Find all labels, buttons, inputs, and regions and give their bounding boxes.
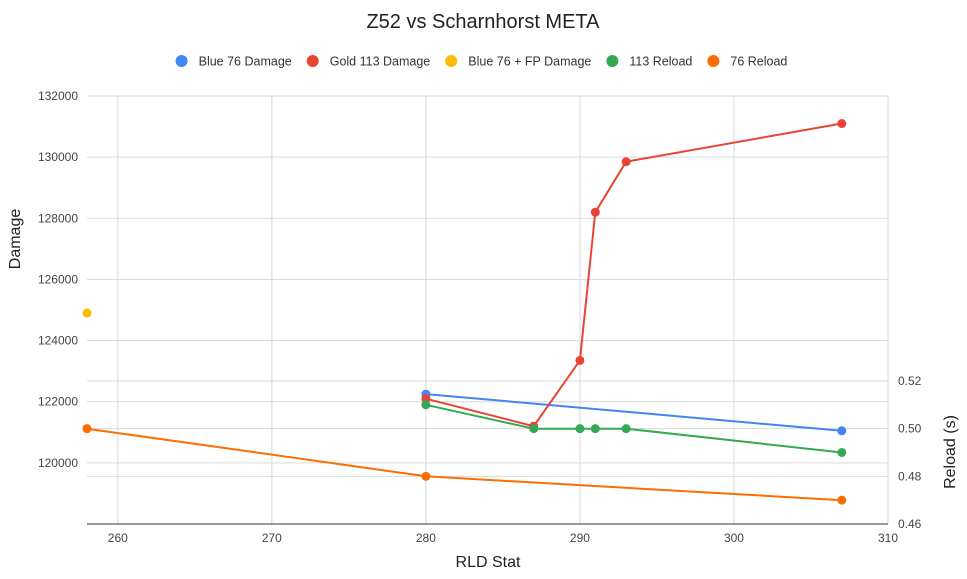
legend-marker-icon — [175, 55, 188, 67]
chart-title: Z52 vs Scharnhorst META — [366, 11, 600, 33]
y-tick-label-right: 0.52 — [898, 374, 922, 388]
data-point[interactable] — [575, 424, 585, 434]
series-line — [425, 403, 842, 454]
legend-label: Gold 113 Damage — [330, 55, 431, 69]
legend-item[interactable]: Gold 113 Damage — [306, 55, 431, 69]
series-113-reload — [421, 400, 847, 457]
legend-label: Blue 76 Damage — [199, 55, 292, 69]
legend-label: 113 Reload — [629, 55, 692, 69]
x-axis-title: RLD Stat — [456, 554, 521, 571]
x-tick-label: 300 — [724, 531, 744, 545]
legend-marker-icon — [445, 55, 458, 67]
legend-item[interactable]: 76 Reload — [707, 55, 787, 69]
data-point[interactable] — [837, 448, 847, 457]
series-76-reload — [82, 424, 847, 505]
legend-marker-icon — [606, 55, 619, 67]
y-tick-label-left: 122000 — [38, 395, 78, 409]
data-point[interactable] — [590, 424, 600, 434]
legend-marker-icon — [306, 55, 319, 67]
y-tick-label-right: 0.48 — [898, 469, 922, 483]
data-point[interactable] — [421, 400, 431, 410]
legend-item[interactable]: Blue 76 Damage — [175, 55, 292, 69]
x-tick-label: 310 — [878, 531, 898, 545]
y-axis-title-left: Damage — [7, 209, 24, 270]
data-point[interactable] — [837, 426, 847, 436]
data-point[interactable] — [82, 308, 92, 318]
legend: Blue 76 Damage Gold 113 Damage Blue 76 + F… — [175, 55, 787, 69]
y-tick-label-left: 130000 — [38, 150, 78, 164]
data-point[interactable] — [837, 119, 847, 129]
series-line — [425, 393, 842, 432]
data-point[interactable] — [421, 471, 431, 481]
x-tick-label: 290 — [570, 531, 590, 545]
series-layer — [82, 119, 847, 505]
y-tick-label-left: 132000 — [38, 89, 78, 103]
grid — [87, 95, 889, 525]
y-tick-label-right: 0.50 — [898, 422, 922, 436]
x-tick-label: 280 — [416, 531, 436, 545]
x-tick-label: 270 — [262, 531, 282, 545]
data-point[interactable] — [621, 157, 631, 167]
data-point[interactable] — [82, 424, 92, 434]
legend-label: Blue 76 + FP Damage — [468, 55, 591, 69]
data-point[interactable] — [621, 424, 631, 434]
legend-label: 76 Reload — [730, 55, 787, 69]
y-tick-label-left: 124000 — [38, 334, 78, 348]
data-point[interactable] — [421, 394, 431, 404]
series-line — [425, 122, 842, 428]
y-tick-label-left: 126000 — [38, 272, 78, 286]
legend-marker-icon — [707, 55, 720, 67]
y-axis-title-right: Reload (s) — [942, 415, 959, 489]
series-gold-113-damage — [421, 119, 847, 431]
series-blue-76-damage — [421, 389, 847, 436]
y-tick-label-right: 0.46 — [898, 517, 922, 531]
series-blue-76-fp-damage — [82, 308, 92, 318]
y-tick-label-left: 128000 — [38, 211, 78, 225]
data-point[interactable] — [529, 424, 539, 434]
legend-item[interactable]: 113 Reload — [606, 55, 692, 69]
data-point[interactable] — [837, 495, 847, 505]
data-point[interactable] — [590, 207, 600, 217]
legend-item[interactable]: Blue 76 + FP Damage — [445, 55, 591, 69]
axes: 260 270 280 290 300 310 120000 122000 124000 1260… — [38, 89, 922, 545]
x-tick-label: 260 — [108, 531, 128, 545]
y-tick-label-left: 120000 — [38, 456, 78, 470]
data-point[interactable] — [575, 355, 585, 365]
